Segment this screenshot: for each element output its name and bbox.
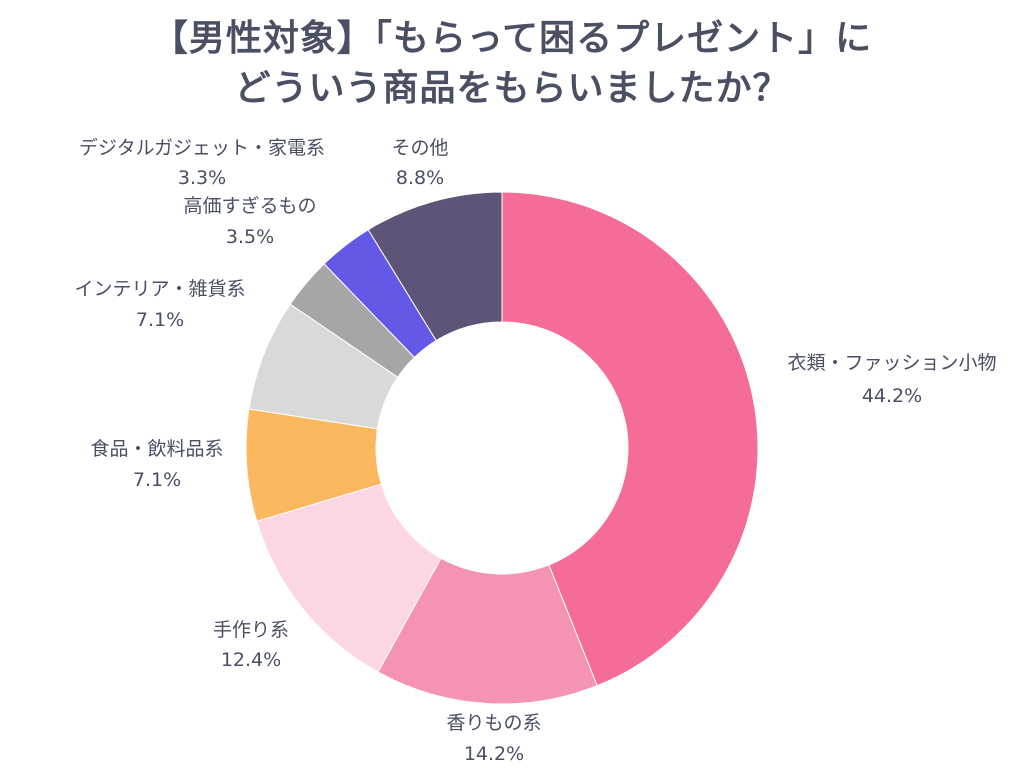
chart-title-line-1: 【男性対象】「もらって困るプレゼント」に	[151, 18, 873, 59]
slice-label-6: デジタルガジェット・家電系	[79, 137, 325, 159]
donut-slice-2	[377, 557, 598, 705]
donut-labels: 衣類・ファッション小物 44.2% 香りもの系 14.2% 手作り系 12.4% 食品・飲料…	[74, 137, 996, 765]
slice-value-1: 44.2%	[862, 385, 922, 407]
chart-title-line-2: どういう商品をもらいましたか？	[234, 68, 790, 109]
chart-title: 【男性対象】「もらって困るプレゼント」に どういう商品をもらいましたか？	[0, 14, 1024, 114]
slice-label-7: 高価すぎるもの	[183, 195, 316, 217]
slice-value-2: 14.2%	[464, 743, 524, 765]
donut-slices	[245, 191, 759, 705]
slice-value-5: 7.1%	[136, 309, 184, 331]
slice-value-6: 3.3%	[178, 167, 226, 189]
slice-value-4: 7.1%	[133, 469, 181, 491]
slice-label-4: 食品・飲料品系	[90, 438, 223, 460]
slice-value-3: 12.4%	[221, 649, 281, 671]
slice-label-1: 衣類・ファッション小物	[787, 352, 996, 374]
donut-slice-8	[367, 191, 503, 342]
slice-label-3: 手作り系	[213, 619, 289, 641]
slice-label-2: 香りもの系	[446, 712, 541, 734]
slice-label-5: インテリア・雑貨系	[74, 278, 245, 300]
donut-slice-1	[501, 191, 759, 687]
slice-value-8: 8.8%	[396, 167, 444, 189]
slice-label-8: その他	[391, 137, 448, 159]
slice-value-7: 3.5%	[226, 226, 274, 248]
